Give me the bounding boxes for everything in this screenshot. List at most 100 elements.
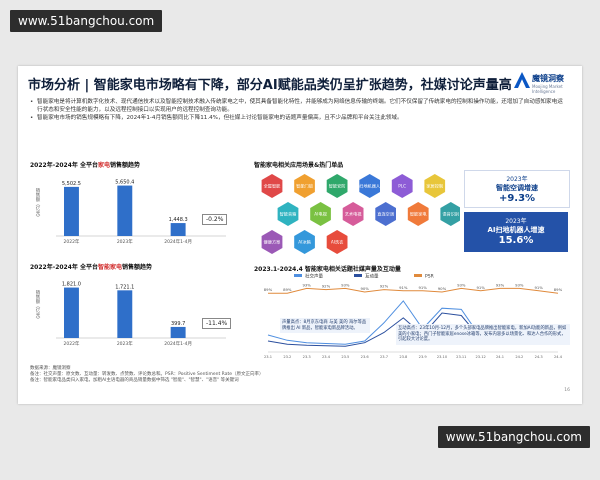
chart1-ylabel: 销售额（亿元） <box>35 188 40 220</box>
hex-label: AI洗衣 <box>331 239 344 246</box>
chart1-bar-chart: 5,502.5 2022年 5,650.4 2023年 1,448.3 2024年1-4月 <box>56 180 226 245</box>
bar <box>170 326 186 338</box>
chart3-note-volume: 声量高点：8月京东电商 与美 美的 海尔等品牌推出 AI 新品，智能家电新品牌活… <box>280 318 370 333</box>
logo-mark-icon <box>514 72 530 88</box>
x-tick-label: 2023年 <box>117 238 133 245</box>
chart2-bar-chart: 1,821.0 2022年 1,721.1 2023年 399.7 2024年1-4月 <box>56 282 226 347</box>
bar <box>117 185 133 236</box>
x-tick-label: 2022年 <box>63 340 79 347</box>
bullet-list: 智能家电是将计算机数字化技术、现代通信技术以及智能控制技术融入传统家电之中，使其… <box>30 98 568 122</box>
hex-cell <box>375 202 396 226</box>
psr-label: 89% <box>554 287 563 292</box>
hex-label: 直连空调 <box>377 211 394 218</box>
hex-label: 智能家电 <box>410 211 428 218</box>
footnotes: 数据来源：魔镜洞察 备注：社交声量：原文数、互动量：转发数、点赞数、评论数总和。… <box>30 366 263 384</box>
hex-cell <box>277 202 299 226</box>
hex-cell <box>326 174 348 198</box>
hex-cell <box>261 230 283 254</box>
chart2-change-badge: -11.4% <box>202 318 232 329</box>
legend-swatch <box>414 274 422 277</box>
x-tick-label: 24.3 <box>535 355 543 359</box>
x-tick-label: 23.12 <box>476 355 486 359</box>
bar-value-label: 399.7 <box>171 321 185 327</box>
hex-cell <box>261 174 283 198</box>
report-slide: 市场分析 | 智能家电市场略有下降，部分AI赋能品类仍呈扩张趋势，社媒讨论声量高… <box>18 66 582 404</box>
stat1-value: +9.3% <box>498 193 536 204</box>
psr-label: 89% <box>283 287 292 292</box>
x-tick-label: 23.2 <box>283 355 291 359</box>
bar-value-label: 1,721.1 <box>115 284 134 290</box>
page-number: 16 <box>564 388 570 393</box>
bar-value-label: 5,650.4 <box>115 180 134 186</box>
x-tick-label: 23.5 <box>341 355 349 359</box>
hex-label: PLC <box>398 184 406 189</box>
legend-label: 社交声量 <box>305 273 323 280</box>
x-tick-label: 23.11 <box>456 355 466 359</box>
psr-label: 91% <box>418 285 427 290</box>
x-tick-label: 23.4 <box>322 355 331 359</box>
hex-cell <box>359 174 380 198</box>
bar-value-label: 1,821.0 <box>62 282 81 288</box>
watermark-top: www.51bangchou.com <box>10 10 163 32</box>
hex-label: 智能音箱 <box>280 211 297 218</box>
psr-label: 92% <box>322 284 331 289</box>
footnote-2: 备注：社交声量：原文数、互动量：转发数、点赞数、评论数总和。PSR：Positi… <box>30 372 264 377</box>
stat2-line1: 2023年 <box>505 218 527 225</box>
hex-label: 智能安防 <box>329 183 346 190</box>
psr-line <box>268 287 559 294</box>
legend-label: 互动量 <box>365 273 379 280</box>
psr-label: 91% <box>399 285 408 290</box>
bullet-2: 智能家电市场的销售规模略有下降，2024年1-4月销售额同比下降11.4%，但社… <box>30 114 568 122</box>
x-tick-label: 23.3 <box>303 355 311 359</box>
x-tick-label: 2024年1-4月 <box>164 238 192 245</box>
x-tick-label: 24.4 <box>554 355 563 359</box>
stat1-line1: 2023年 <box>506 176 528 183</box>
psr-label: 90% <box>360 286 369 291</box>
x-tick-label: 23.1 <box>264 355 272 359</box>
chart2-ylabel: 销售额（亿元） <box>35 290 40 322</box>
hex-cell <box>342 202 364 226</box>
legend-label: PSR <box>425 274 434 280</box>
stat1-line2: 智能空调增速 <box>496 184 538 192</box>
x-tick-label: 23.10 <box>437 355 448 359</box>
bar <box>64 287 79 338</box>
bullet-1: 智能家电是将计算机数字化技术、现代通信技术以及智能控制技术融入传统家电之中，使其… <box>30 98 568 114</box>
x-tick-label: 23.9 <box>419 355 428 359</box>
hex-cell <box>440 202 460 226</box>
hex-cell <box>310 202 331 226</box>
x-tick-label: 2022年 <box>63 238 79 245</box>
hex-cell <box>294 230 315 254</box>
stat2-value: 15.6% <box>498 235 534 246</box>
hex-label: AI冰箱 <box>298 239 310 246</box>
psr-label: 93% <box>302 282 311 287</box>
psr-label: 92% <box>380 284 389 289</box>
chart1-title: 2022年-2024年 全平台家电销售额趋势 <box>30 162 141 169</box>
psr-label: 93% <box>515 282 524 287</box>
brand-logo: 魔镜洞察 Moojing Market Intelligence <box>514 72 574 94</box>
hex-cell <box>424 174 446 198</box>
psr-label: 93% <box>496 282 505 287</box>
psr-label: 91% <box>534 285 543 290</box>
x-tick-label: 2024年1-4月 <box>164 340 192 347</box>
hex-cell <box>326 230 348 254</box>
hex-title: 智能家电相关应用场景&热门单品 <box>254 162 344 169</box>
psr-label: 90% <box>438 286 447 291</box>
x-tick-label: 24.2 <box>515 355 523 359</box>
bar <box>64 186 79 236</box>
chart2-title: 2022年-2024年 全平台智能家电销售额趋势 <box>30 264 153 271</box>
psr-label: 91% <box>476 285 485 290</box>
bar-value-label: 5,502.5 <box>62 181 81 187</box>
chart3-note-interaction: 互动高点：23年10月-12月，多个头部家电品牌推出智能家电，新加AI功能的新品… <box>396 324 570 345</box>
hex-cell <box>294 174 315 198</box>
x-tick-label: 2023年 <box>117 340 133 347</box>
bar-value-label: 1,448.3 <box>169 217 188 223</box>
x-tick-label: 24.1 <box>496 355 504 359</box>
hex-label: AI电视 <box>314 211 327 218</box>
bar <box>170 223 186 236</box>
logo-sub: Moojing Market Intelligence <box>532 84 563 94</box>
x-tick-label: 23.6 <box>361 355 370 359</box>
psr-label: 93% <box>457 282 466 287</box>
hex-label: 健康方案 <box>264 239 282 246</box>
hex-label: 全屋智能 <box>264 183 282 190</box>
